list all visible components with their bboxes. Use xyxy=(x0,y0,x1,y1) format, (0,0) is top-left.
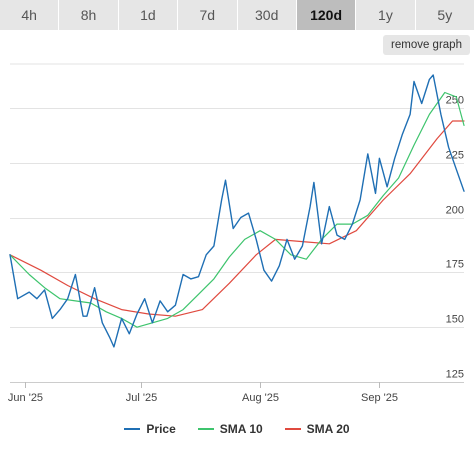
series-lines xyxy=(9,74,465,348)
tab-1y[interactable]: 1y xyxy=(356,0,416,30)
x-tick-label: Sep '25 xyxy=(361,392,398,404)
range-tab-bar: 4h 8h 1d 7d 30d 120d 1y 5y xyxy=(0,0,474,30)
grid xyxy=(10,63,464,383)
x-tick-label: Jul '25 xyxy=(126,392,157,404)
x-tick-label: Jun '25 xyxy=(8,392,43,404)
legend-swatch-sma-10 xyxy=(197,428,214,430)
legend-item-sma-20[interactable]: SMA 20 xyxy=(284,422,350,436)
legend-swatch-sma-20 xyxy=(284,428,301,430)
tab-120d[interactable]: 120d xyxy=(296,0,357,30)
series-line-price xyxy=(9,74,465,348)
tab-30d[interactable]: 30d xyxy=(237,0,297,30)
price-chart: 125 150 175 200 225 250 Jun '25 Jul '25 Aug '25 S… xyxy=(8,63,465,404)
tab-5y[interactable]: 5y xyxy=(415,0,474,30)
y-tick-label: 250 xyxy=(446,95,464,107)
legend-swatch-price xyxy=(124,428,141,430)
tab-8h[interactable]: 8h xyxy=(59,0,119,30)
y-tick-label: 225 xyxy=(446,150,464,162)
y-tick-label: 150 xyxy=(446,314,464,326)
legend-label-sma-20: SMA 20 xyxy=(306,422,350,436)
series-line-sma-20 xyxy=(9,120,465,317)
legend-item-price[interactable]: Price xyxy=(124,422,176,436)
tab-1d[interactable]: 1d xyxy=(118,0,179,30)
y-tick-label: 200 xyxy=(446,205,464,217)
legend-label-sma-10: SMA 10 xyxy=(219,422,263,436)
legend: Price SMA 10 SMA 20 xyxy=(0,419,474,439)
tab-4h[interactable]: 4h xyxy=(0,0,60,30)
y-tick-label: 125 xyxy=(446,369,464,381)
legend-item-sma-10[interactable]: SMA 10 xyxy=(197,422,263,436)
remove-graph-button[interactable]: remove graph xyxy=(383,35,470,55)
y-tick-label: 175 xyxy=(446,259,464,271)
tab-7d[interactable]: 7d xyxy=(178,0,238,30)
x-tick-label: Aug '25 xyxy=(242,392,279,404)
legend-label-price: Price xyxy=(146,422,176,436)
